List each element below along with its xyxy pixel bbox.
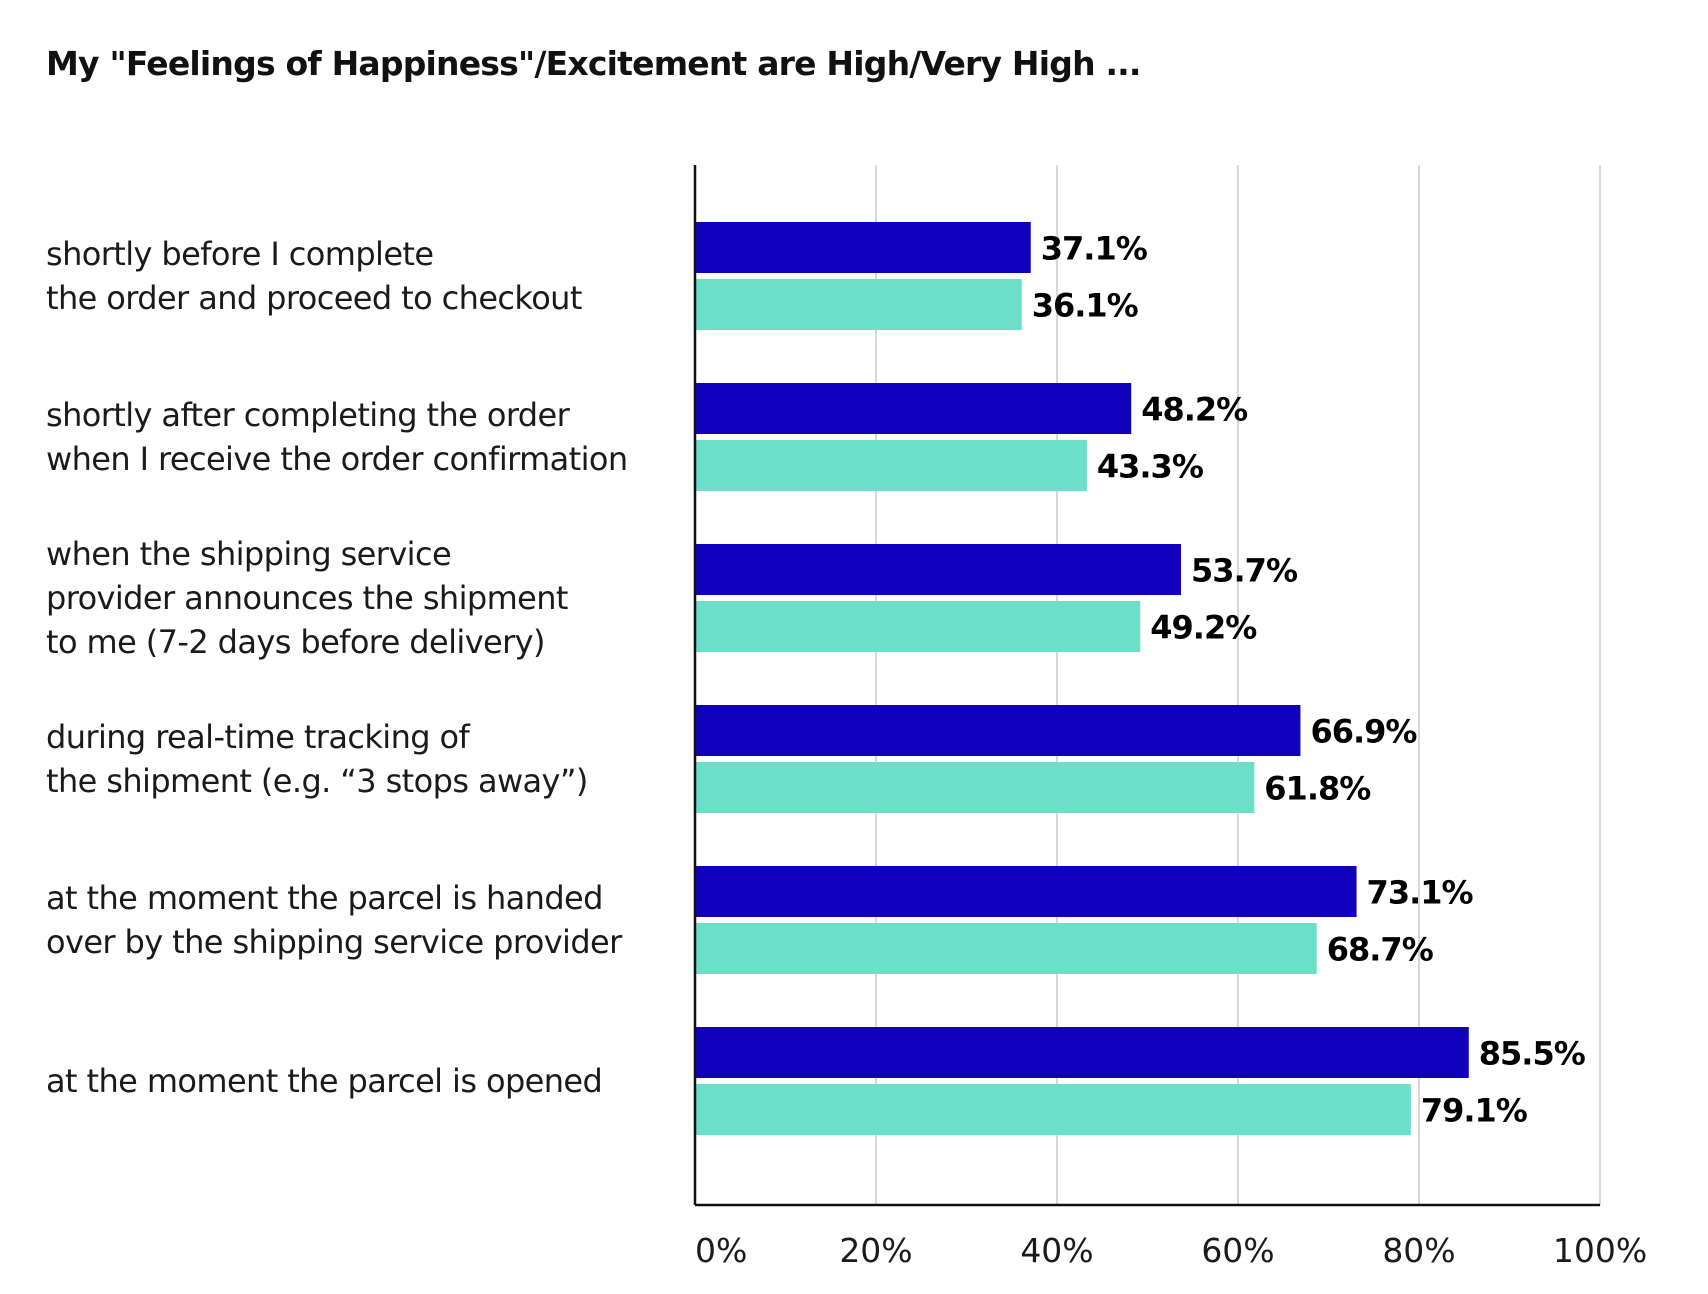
bar <box>695 923 1317 974</box>
x-tick-label: 100% <box>1553 1231 1647 1270</box>
value-label: 79.1% <box>1421 1092 1528 1130</box>
chart-title: My "Feelings of Happiness"/Excitement ar… <box>46 44 1141 83</box>
x-tick-label: 80% <box>1382 1231 1455 1270</box>
bar <box>695 866 1357 917</box>
value-label: 85.5% <box>1479 1035 1586 1073</box>
category-label-line: when the shipping service <box>46 535 451 573</box>
value-label: 43.3% <box>1097 448 1204 486</box>
bar <box>695 1084 1411 1135</box>
category-label: at the moment the parcel is opened <box>46 1062 602 1100</box>
value-label: 68.7% <box>1327 931 1434 969</box>
category-label: shortly after completing the order when I… <box>46 396 628 478</box>
category-label-line: at the moment the parcel is handed <box>46 879 603 917</box>
value-label: 53.7% <box>1191 552 1298 590</box>
value-label: 61.8% <box>1264 770 1371 808</box>
bar <box>695 705 1301 756</box>
category-labels: shortly before I complete the order and p… <box>46 235 628 1100</box>
x-tick-label: 0% <box>695 1231 747 1270</box>
tick-labels: 0% 20% 40% 60% 80% 100% <box>695 1231 1647 1270</box>
category-label-line: shortly before I complete <box>46 235 433 273</box>
value-label: 49.2% <box>1150 609 1257 647</box>
x-tick-label: 20% <box>839 1231 912 1270</box>
bar <box>695 383 1132 434</box>
category-label: when the shipping service provider announ… <box>46 535 568 661</box>
value-label: 48.2% <box>1141 391 1248 429</box>
bar <box>695 1027 1469 1078</box>
x-tick-label: 60% <box>1201 1231 1274 1270</box>
bar <box>695 279 1022 330</box>
category-label: at the moment the parcel is handed over b… <box>46 879 623 961</box>
category-label-line: to me (7-2 days before delivery) <box>46 623 545 661</box>
category-label-line: the shipment (e.g. “3 stops away”) <box>46 762 588 800</box>
value-label: 66.9% <box>1310 713 1417 751</box>
value-label: 36.1% <box>1032 287 1139 325</box>
category-label-line: shortly after completing the order <box>46 396 571 434</box>
value-label: 37.1% <box>1041 230 1148 268</box>
value-labels: 37.1% 36.1% 48.2% 43.3% 53.7% 49.2% 66.9% 61.8%… <box>1032 230 1587 1130</box>
bar <box>695 762 1255 813</box>
bar <box>695 601 1141 652</box>
category-label-line: over by the shipping service provider <box>46 923 623 961</box>
category-label-line: the order and proceed to checkout <box>46 279 582 317</box>
category-label-line: at the moment the parcel is opened <box>46 1062 602 1100</box>
bar <box>695 222 1031 273</box>
category-label-line: when I receive the order confirmation <box>46 440 628 478</box>
bar <box>695 440 1087 491</box>
axes <box>693 165 1600 1207</box>
category-label-line: provider announces the shipment <box>46 579 568 617</box>
bar <box>695 544 1181 595</box>
value-label: 73.1% <box>1367 874 1474 912</box>
bars <box>695 222 1469 1135</box>
category-label: during real-time tracking of the shipment… <box>46 718 588 800</box>
x-tick-label: 40% <box>1020 1231 1093 1270</box>
category-label: shortly before I complete the order and p… <box>46 235 582 317</box>
category-label-line: during real-time tracking of <box>46 718 471 756</box>
